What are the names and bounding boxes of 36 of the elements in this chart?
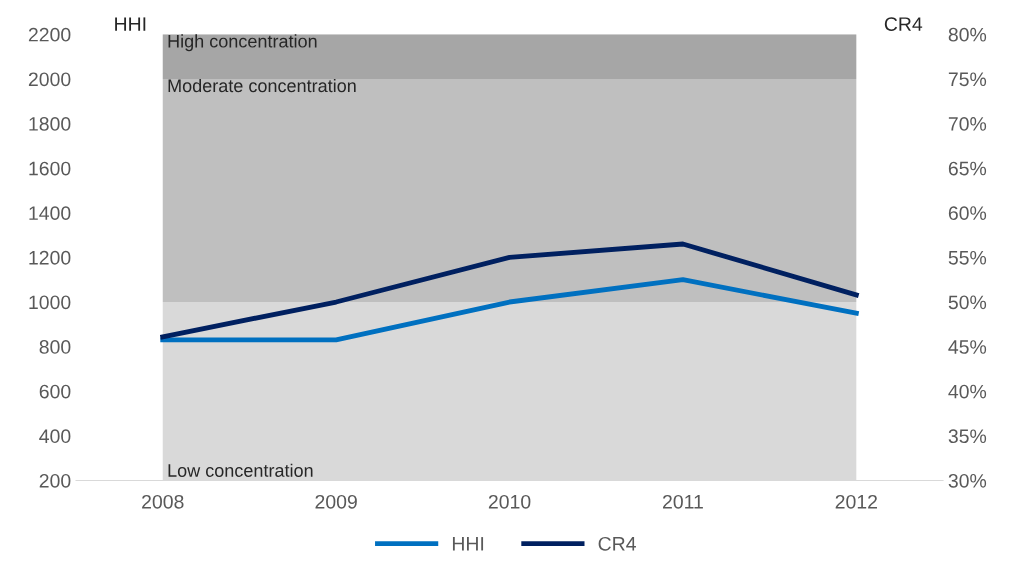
y2-axis-title: CR4 (884, 17, 923, 31)
y-tick-label: 2200 (28, 27, 71, 42)
x-tick-label: 2009 (315, 494, 357, 509)
band-label: Moderate concentration (168, 78, 356, 93)
x-tick-label: 2010 (488, 494, 531, 509)
y-tick-label: 1800 (29, 117, 71, 131)
x-tick-label: 2012 (835, 494, 877, 509)
y2-tick-label: 50% (948, 295, 987, 310)
band-label: High concentration (168, 34, 317, 52)
y-tick-label: 2000 (28, 72, 71, 87)
y2-tick-label: 55% (948, 250, 987, 265)
y2-tick-label: 40% (948, 384, 987, 399)
y-tick-label: 1400 (29, 206, 71, 221)
y2-tick-label: 35% (948, 429, 987, 444)
band-label: Low concentration (168, 463, 313, 477)
legend-label: CR4 (598, 536, 636, 551)
y2-tick-label: 70% (948, 117, 987, 131)
line-series (160, 277, 859, 343)
y2-tick-label: 60% (948, 206, 987, 221)
y-tick-label: 600 (39, 384, 71, 399)
y2-tick-label: 75% (948, 72, 987, 87)
y-tick-label: 1000 (29, 295, 71, 310)
line-series (160, 241, 859, 340)
y2-tick-label: 65% (948, 161, 987, 176)
x-tick-label: 2008 (142, 494, 184, 509)
y-tick-label: 400 (39, 429, 71, 444)
x-tick-label: 2011 (663, 494, 703, 509)
y-tick-label: 800 (39, 340, 71, 354)
y2-tick-label: 80% (948, 27, 987, 42)
y-axis-title: HHI (115, 17, 146, 31)
y-tick-label: 1200 (29, 250, 71, 265)
legend-label: HHI (452, 537, 484, 551)
y-tick-label: 1600 (29, 161, 71, 176)
y2-tick-label: 45% (948, 340, 987, 354)
y2-tick-label: 30% (948, 473, 987, 488)
y-tick-label: 200 (39, 473, 71, 488)
